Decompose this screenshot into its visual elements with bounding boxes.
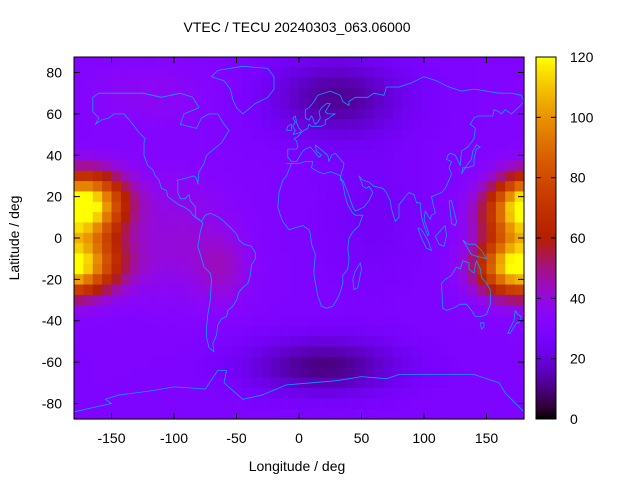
coastline <box>292 115 302 135</box>
colorbar-tick-label: 80 <box>570 170 586 186</box>
coastline <box>441 260 491 317</box>
colorbar-tick-label: 0 <box>570 411 578 427</box>
colorbar-tick-label: 60 <box>570 230 586 246</box>
colorbar-tick-label: 20 <box>570 351 586 367</box>
coastline <box>197 212 256 353</box>
x-tick-label: 50 <box>354 430 370 446</box>
y-tick-label: -20 <box>42 271 62 287</box>
x-axis-label: Longitude / deg <box>249 458 346 474</box>
vtec-heatmap <box>74 57 525 420</box>
coastline <box>507 310 522 334</box>
x-axis-ticks: -150 -100 -50 0 50 100 150 <box>97 57 498 446</box>
coastline <box>286 123 292 131</box>
coastline <box>462 239 487 260</box>
coastline <box>479 322 485 330</box>
coastline <box>461 144 481 175</box>
coastline <box>434 225 447 247</box>
y-tick-label: -60 <box>42 354 62 370</box>
colorbar-tick-label: 120 <box>570 49 594 65</box>
y-axis-ticks: -80 -60 -40 -20 0 20 40 60 80 <box>42 65 524 411</box>
y-tick-label: 40 <box>46 147 62 163</box>
y-axis-label: Latitude / deg <box>6 196 22 281</box>
coastline <box>352 262 362 291</box>
chart-title: VTEC / TECU 20240303_063.06000 <box>183 19 410 35</box>
colorbar-tick-label: 100 <box>570 109 594 125</box>
y-tick-label: 80 <box>46 65 62 81</box>
coastline <box>287 76 525 237</box>
coastline <box>417 227 432 251</box>
colorbar-tick-label: 40 <box>570 290 586 306</box>
x-tick-label: 150 <box>475 430 499 446</box>
y-tick-label: -40 <box>42 313 62 329</box>
y-tick-label: 60 <box>46 106 62 122</box>
y-tick-label: 0 <box>54 230 62 246</box>
y-tick-label: -80 <box>42 395 62 411</box>
x-tick-label: -150 <box>97 430 125 446</box>
coastline <box>277 161 364 309</box>
x-tick-label: 100 <box>412 430 436 446</box>
coastline <box>448 200 457 226</box>
y-tick-label: 20 <box>46 189 62 205</box>
x-tick-label: -100 <box>160 430 188 446</box>
coastline <box>211 65 275 115</box>
colorbar: 0 20 40 60 80 100 120 <box>535 49 594 427</box>
coastline <box>73 370 525 413</box>
coastline <box>92 92 230 222</box>
x-tick-label: -50 <box>226 430 246 446</box>
x-tick-label: 0 <box>295 430 303 446</box>
